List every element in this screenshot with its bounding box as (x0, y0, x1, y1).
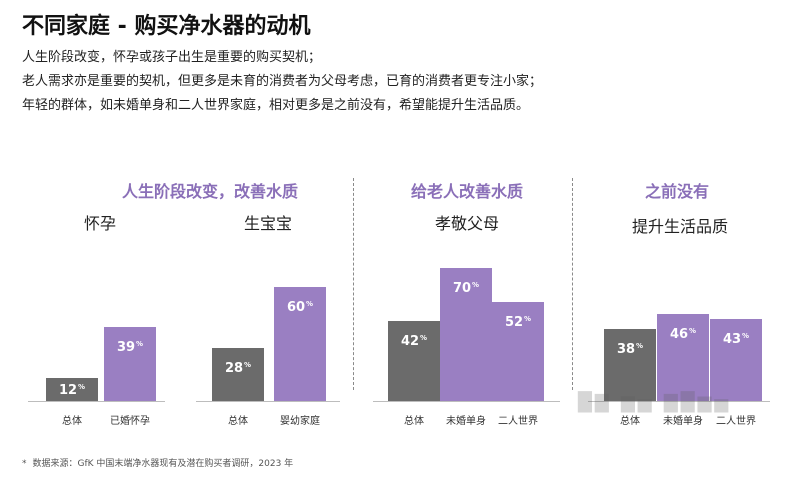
bar-unit: % (524, 315, 532, 323)
bar-value-label: 12% (46, 383, 98, 398)
sub-title-baby: 生宝宝 (243, 214, 292, 233)
footnote-mark: * (22, 459, 27, 469)
sub-title-filial: 孝敬父母 (434, 214, 499, 233)
bar (212, 348, 264, 401)
bar-unit: % (78, 383, 86, 391)
category-label: 已婚怀孕 (110, 416, 150, 427)
bar (104, 327, 156, 401)
page-title: 不同家庭 - 购买净水器的动机 (22, 14, 311, 39)
intro-line-2: 老人需求亦是重要的契机，但更多是未育的消费者为父母考虑，已育的消费者更专注小家； (22, 74, 543, 89)
category-label: 二人世界 (716, 416, 756, 427)
bar-value-label: 60% (274, 300, 326, 315)
divider-right (572, 178, 573, 390)
bar (657, 314, 709, 401)
category-label: 总体 (620, 416, 640, 427)
bar-unit: % (636, 342, 644, 350)
bar-value-label: 52% (492, 315, 544, 330)
bar-value: 12 (58, 383, 78, 398)
bar (46, 378, 98, 401)
bar (440, 268, 492, 401)
category-label: 未婚单身 (663, 416, 703, 427)
bar (492, 302, 544, 401)
bar-value: 60 (286, 300, 306, 315)
group-title-life-stage: 人生阶段改变，改善水质 (121, 182, 298, 201)
bar (604, 329, 656, 401)
group-title-elderly: 给老人改善水质 (410, 182, 523, 201)
category-label: 婴幼家庭 (280, 416, 320, 427)
bar-value-label: 28% (212, 361, 264, 376)
category-label: 未婚单身 (446, 416, 486, 427)
category-label: 总体 (404, 416, 424, 427)
sub-title-quality: 提升生活品质 (631, 217, 728, 236)
bar-unit: % (136, 340, 144, 348)
bar-value: 70 (452, 281, 472, 296)
bar-unit: % (306, 300, 314, 308)
bar-value: 42 (400, 334, 420, 349)
category-label: 二人世界 (498, 416, 538, 427)
sub-title-pregnancy: 怀孕 (83, 214, 116, 233)
bar (274, 287, 326, 401)
bar-unit: % (742, 332, 750, 340)
bar-unit: % (420, 334, 428, 342)
intro-text: 人生阶段改变，怀孕或孩子出生是重要的购买契机； 老人需求亦是重要的契机，但更多是… (22, 46, 542, 118)
group-title-none-before: 之前没有 (644, 182, 709, 201)
category-label: 总体 (228, 416, 248, 427)
bar-unit: % (472, 281, 480, 289)
chart-baseline (28, 401, 165, 402)
bar-value-label: 39% (104, 340, 156, 355)
bar-value-label: 42% (388, 334, 440, 349)
bar-value-label: 70% (440, 281, 492, 296)
chart-baseline (588, 401, 770, 402)
bar-value: 39 (116, 340, 136, 355)
bar-value: 38 (616, 342, 636, 357)
bar-value: 43 (722, 332, 742, 347)
footnote: * 数据来源：GfK 中国末端净水器现有及潜在购买者调研，2023 年 (22, 456, 293, 469)
intro-line-1: 人生阶段改变，怀孕或孩子出生是重要的购买契机； (22, 50, 322, 65)
category-label: 总体 (62, 416, 82, 427)
chart-baseline (373, 401, 560, 402)
bar-value: 46 (669, 327, 689, 342)
bar-value-label: 46% (657, 327, 709, 342)
bar-value-label: 43% (710, 332, 762, 347)
bar (388, 321, 440, 401)
bar-unit: % (689, 327, 697, 335)
bar-value-label: 38% (604, 342, 656, 357)
footnote-text: 数据来源：GfK 中国末端净水器现有及潜在购买者调研，2023 年 (32, 459, 294, 469)
bar-value: 52 (504, 315, 524, 330)
chart-baseline (196, 401, 340, 402)
divider-left (353, 178, 354, 390)
bar-value: 28 (224, 361, 244, 376)
bar (710, 319, 762, 401)
bar-unit: % (244, 361, 252, 369)
intro-line-3: 年轻的群体，如未婚单身和二人世界家庭，相对更多是之前没有，希望能提升生活品质。 (22, 98, 530, 113)
watermark: █▇ ▆▅ ▇█▆▅ (578, 392, 732, 413)
